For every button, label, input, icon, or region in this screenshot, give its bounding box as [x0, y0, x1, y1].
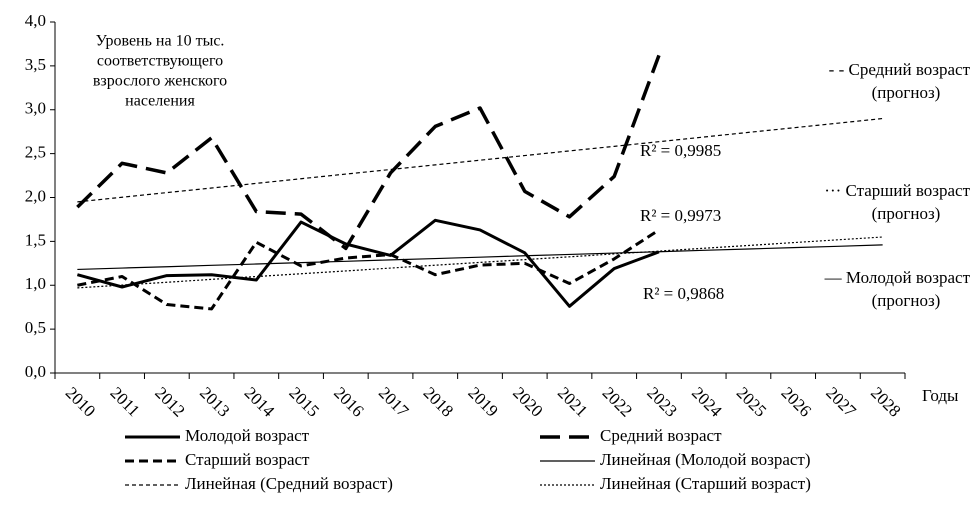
x-tick-label: 2010 — [62, 383, 99, 420]
note: населения — [125, 93, 195, 110]
series-line — [77, 244, 883, 271]
annotation: R² = 0,9973 — [640, 206, 721, 225]
y-tick-label: 1,0 — [25, 274, 46, 293]
x-tick-label: 2028 — [867, 383, 904, 420]
y-tick-label: 4,0 — [25, 11, 46, 30]
forecast-note: (прогноз) — [872, 83, 941, 102]
forecast-note: (прогноз) — [872, 204, 941, 223]
y-tick-label: 3,5 — [25, 55, 46, 74]
annotation: R² = 0,9985 — [640, 141, 721, 160]
x-tick-label: 2017 — [375, 383, 413, 421]
y-tick-label: 2,0 — [25, 186, 46, 205]
x-tick-label: 2019 — [464, 383, 501, 420]
series-line — [77, 117, 883, 203]
series-line — [77, 236, 883, 289]
legend-label: Молодой возраст — [185, 426, 310, 445]
x-axis-label: Годы — [922, 386, 959, 405]
note: соответствующего — [97, 53, 223, 70]
note: Уровень на 10 тыс. — [96, 33, 225, 50]
x-tick-label: 2022 — [599, 383, 636, 420]
x-tick-label: 2011 — [107, 383, 144, 420]
legend-label: Линейная (Средний возраст) — [185, 474, 393, 493]
legend-label: Линейная (Молодой возраст) — [600, 450, 811, 469]
x-tick-label: 2020 — [509, 383, 546, 420]
legend-label: Линейная (Старший возраст) — [600, 474, 811, 493]
x-tick-label: 2018 — [420, 383, 457, 420]
x-tick-label: 2025 — [733, 383, 770, 420]
x-tick-label: 2027 — [822, 383, 860, 421]
x-tick-label: 2016 — [330, 383, 367, 420]
x-tick-label: 2012 — [151, 383, 188, 420]
y-tick-label: 2,5 — [25, 143, 46, 162]
y-tick-label: 0,5 — [25, 318, 46, 337]
series-line — [77, 228, 660, 311]
x-tick-label: 2015 — [285, 383, 322, 420]
legend-label: Старший возраст — [185, 450, 310, 469]
series-line — [76, 218, 660, 308]
annotation: R² = 0,9868 — [643, 284, 724, 303]
forecast-note: (прогноз) — [872, 291, 941, 310]
y-tick-label: 3,0 — [25, 99, 46, 118]
x-tick-label: 2014 — [241, 383, 279, 421]
note: взрослого женского — [93, 73, 227, 90]
x-tick-label: 2024 — [688, 383, 726, 421]
y-tick-label: 0,0 — [25, 362, 46, 381]
y-tick-label: 1,5 — [25, 230, 46, 249]
forecast-note: ··· Старший возраст — [824, 181, 970, 200]
x-tick-label: 2023 — [643, 383, 680, 420]
x-tick-label: 2013 — [196, 383, 233, 420]
x-tick-label: 2026 — [778, 383, 815, 420]
x-tick-label: 2021 — [554, 383, 591, 420]
forecast-note: — Молодой возраст — [824, 268, 971, 287]
legend-label: Средний возраст — [600, 426, 722, 445]
series-line — [76, 54, 661, 251]
forecast-note: - - Средний возраст — [829, 60, 971, 79]
